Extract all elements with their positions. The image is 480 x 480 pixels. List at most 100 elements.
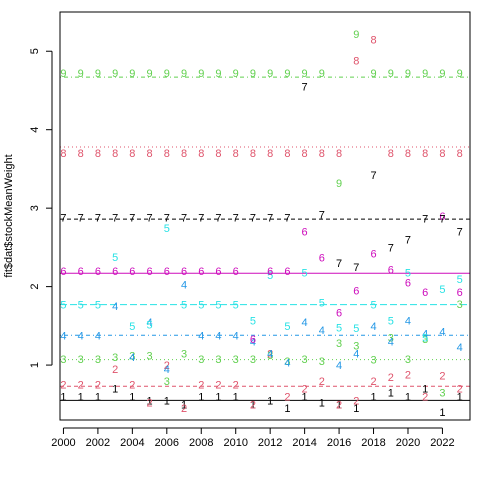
point-series-4: 4 <box>267 348 273 360</box>
point-series-6: 6 <box>215 266 221 278</box>
point-series-6: 6 <box>181 266 187 278</box>
point-series-1: 1 <box>164 395 170 407</box>
point-series-7: 7 <box>78 213 84 225</box>
point-series-8: 8 <box>388 148 394 160</box>
y-tick-label: 5 <box>29 48 41 54</box>
point-series-2: 2 <box>129 380 135 392</box>
point-series-5: 5 <box>129 321 135 333</box>
point-series-1: 1 <box>250 399 256 411</box>
x-tick-label: 2012 <box>258 437 282 449</box>
point-series-7: 7 <box>267 213 273 225</box>
point-series-3: 3 <box>60 354 66 366</box>
point-series-7: 7 <box>250 213 256 225</box>
point-series-8: 8 <box>147 148 153 160</box>
point-series-4: 4 <box>129 352 135 364</box>
point-series-8: 8 <box>60 148 66 160</box>
point-series-9: 9 <box>336 178 342 190</box>
point-series-3: 3 <box>405 354 411 366</box>
x-tick-label: 2004 <box>120 437 144 449</box>
point-series-7: 7 <box>129 213 135 225</box>
point-series-4: 4 <box>422 329 428 341</box>
point-series-4: 4 <box>370 321 376 333</box>
point-series-6: 6 <box>164 266 170 278</box>
point-series-9: 9 <box>370 68 376 80</box>
point-series-6: 6 <box>60 266 66 278</box>
point-series-1: 1 <box>181 399 187 411</box>
point-series-5: 5 <box>215 300 221 312</box>
point-series-5: 5 <box>336 322 342 334</box>
point-series-1: 1 <box>422 384 428 396</box>
point-series-8: 8 <box>215 148 221 160</box>
point-series-4: 4 <box>319 325 325 337</box>
point-series-3: 3 <box>302 354 308 366</box>
point-series-4: 4 <box>353 348 359 360</box>
point-series-5: 5 <box>164 223 170 235</box>
point-series-4: 4 <box>215 330 221 342</box>
y-tick-label: 3 <box>29 205 41 211</box>
point-series-8: 8 <box>353 56 359 68</box>
point-series-9: 9 <box>147 68 153 80</box>
point-series-7: 7 <box>336 258 342 270</box>
point-series-5: 5 <box>405 267 411 279</box>
point-series-9: 9 <box>164 68 170 80</box>
point-series-6: 6 <box>129 266 135 278</box>
y-tick-label: 1 <box>29 362 41 368</box>
x-axis: 2000 2002 2004 2006 2008 2010 2012 2014 2016 2018… <box>51 427 455 449</box>
point-series-5: 5 <box>422 333 428 345</box>
point-series-6: 6 <box>250 334 256 346</box>
point-series-1: 1 <box>457 391 463 403</box>
point-series-7: 7 <box>457 227 463 239</box>
point-series-1: 1 <box>302 391 308 403</box>
point-series-9: 9 <box>353 29 359 41</box>
point-series-7: 7 <box>422 213 428 225</box>
point-series-6: 6 <box>198 266 204 278</box>
point-series-5: 5 <box>233 300 239 312</box>
point-series-5: 5 <box>147 319 153 331</box>
point-series-2: 2 <box>439 370 445 382</box>
point-series-1: 1 <box>284 403 290 415</box>
point-series-2: 2 <box>267 348 273 360</box>
x-tick-label: 2014 <box>292 437 316 449</box>
point-series-1: 1 <box>267 395 273 407</box>
point-series-4: 4 <box>164 364 170 376</box>
point-series-4: 4 <box>181 279 187 291</box>
point-series-4: 4 <box>112 301 118 313</box>
point-series-6: 6 <box>336 308 342 320</box>
point-series-8: 8 <box>439 148 445 160</box>
y-axis-title: fit$dat$stockMeanWeight <box>3 154 15 277</box>
point-series-2: 2 <box>422 391 428 403</box>
y-tick-label: 4 <box>29 127 41 133</box>
point-series-3: 3 <box>336 338 342 350</box>
point-series-9: 9 <box>388 68 394 80</box>
point-series-4: 4 <box>388 337 394 349</box>
point-series-2: 2 <box>233 380 239 392</box>
point-series-3: 3 <box>457 299 463 311</box>
point-series-9: 9 <box>95 68 101 80</box>
point-series-6: 6 <box>388 264 394 276</box>
point-series-9: 9 <box>112 68 118 80</box>
point-series-8: 8 <box>422 148 428 160</box>
point-series-8: 8 <box>164 148 170 160</box>
point-series-2: 2 <box>370 376 376 388</box>
point-series-8: 8 <box>302 148 308 160</box>
point-series-2: 2 <box>250 399 256 411</box>
point-series-7: 7 <box>439 213 445 225</box>
point-series-7: 7 <box>215 213 221 225</box>
point-series-3: 3 <box>112 352 118 364</box>
point-series-5: 5 <box>319 297 325 309</box>
point-series-5: 5 <box>198 300 204 312</box>
point-series-6: 6 <box>302 227 308 239</box>
point-series-3: 3 <box>215 354 221 366</box>
x-tick-label: 2016 <box>327 437 351 449</box>
point-series-4: 4 <box>405 315 411 327</box>
point-series-9: 9 <box>129 68 135 80</box>
point-series-3: 3 <box>95 354 101 366</box>
point-series-5: 5 <box>457 274 463 286</box>
y-tick-label: 2 <box>29 284 41 290</box>
point-series-5: 5 <box>388 315 394 327</box>
point-series-6: 6 <box>353 286 359 298</box>
point-series-4: 4 <box>78 330 84 342</box>
point-series-5: 5 <box>302 267 308 279</box>
point-series-1: 1 <box>319 398 325 410</box>
point-series-8: 8 <box>319 148 325 160</box>
